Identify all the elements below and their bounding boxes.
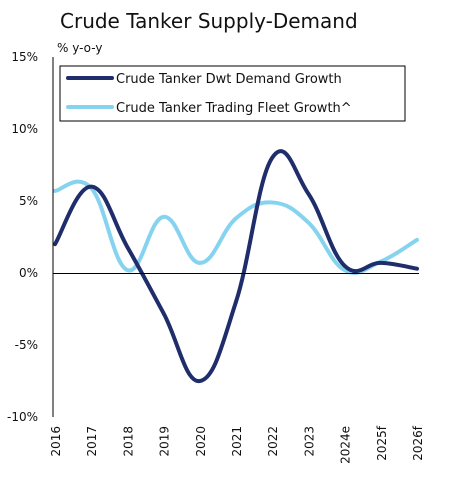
x-ticks: 2016 2017 2018 2019 2020 2021 2022 2023 2024e 202…: [49, 425, 425, 464]
y-tick-label: -5%: [15, 338, 38, 352]
y-ticks: -10% -5% 0% 5% 10% 15%: [7, 50, 38, 424]
x-tick-label: 2016: [49, 426, 63, 457]
legend-label-demand: Crude Tanker Dwt Demand Growth: [116, 72, 342, 87]
y-tick-label: 15%: [11, 50, 38, 64]
legend: Crude Tanker Dwt Demand Growth Crude Tan…: [59, 65, 406, 122]
x-tick-label: 2024e: [339, 426, 353, 464]
y-tick-label: -10%: [7, 410, 38, 424]
y-tick-label: 0%: [19, 266, 38, 280]
x-tick-label: 2019: [158, 426, 172, 457]
x-tick-label: 2023: [302, 426, 316, 457]
series-line-demand-growth: [53, 149, 419, 383]
x-tick-label: 2021: [230, 426, 244, 457]
x-tick-label: 2017: [85, 426, 99, 457]
y-tick-label: 5%: [19, 194, 38, 208]
legend-box: [59, 65, 406, 122]
chart-title: Crude Tanker Supply-Demand: [60, 9, 358, 33]
x-tick-label: 2018: [121, 426, 135, 457]
x-tick-label: 2022: [266, 426, 280, 457]
axes: [52, 57, 419, 417]
legend-label-fleet: Crude Tanker Trading Fleet Growth^: [116, 101, 352, 116]
x-tick-label: 2020: [194, 426, 208, 457]
x-tick-label: 2026f: [411, 425, 425, 461]
y-axis-unit-label: % y-o-y: [57, 41, 102, 55]
series-line-fleet-growth: [53, 179, 419, 275]
y-tick-label: 10%: [11, 122, 38, 136]
x-tick-label: 2025f: [375, 425, 389, 461]
series-layer: [53, 149, 419, 383]
